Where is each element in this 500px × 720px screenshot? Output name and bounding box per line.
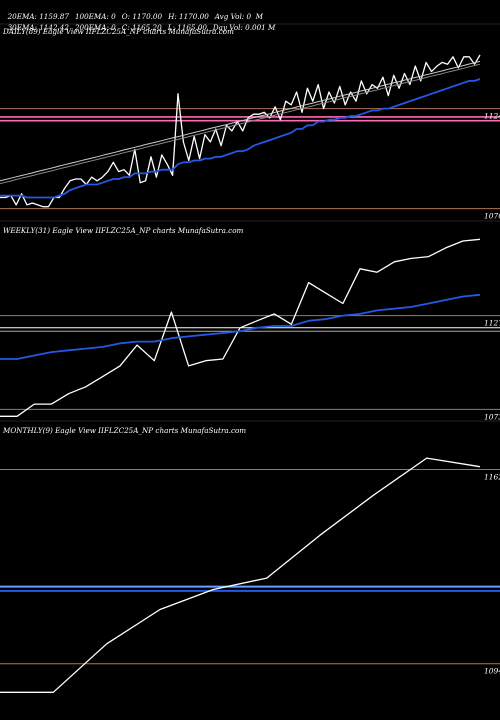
open-label: O: 1170.00	[121, 12, 163, 21]
daily-ytick-label: 1070	[484, 212, 500, 221]
daily-series-3	[0, 63, 481, 185]
weekly-panel: WEEKLY(31) Eagle View IIFLZC25A_NP chart…	[0, 220, 500, 421]
daily-ytick-label: 1124	[484, 112, 500, 121]
header-row-1: 20EMA: 1159.87 100EMA: 0 O: 1170.00 H: 1170…	[3, 3, 269, 21]
ema100-label: 100EMA: 0	[74, 12, 116, 21]
ema20-label: 20EMA: 1159.87	[7, 12, 69, 21]
weekly-ytick-label: 1073	[484, 412, 500, 421]
avg-vol-label: Avg Vol: 0 M	[214, 12, 263, 21]
low-label: L: 1165.00	[167, 23, 207, 32]
ema30-label: 30EMA: 1142.42	[7, 23, 69, 32]
high-label: H: 1170.00	[168, 12, 209, 21]
header-row-2: 30EMA: 1142.42 200EMA: 0 C: 1165.20 L: 1165…	[3, 14, 281, 32]
monthly-panel: MONTHLY(9) Eagle View IIFLZC25A_NP chart…	[0, 420, 500, 693]
daily-series-1	[0, 78, 481, 199]
daily-panel: DAILY(89) Eagle View IIFLZC25A_NP charts…	[0, 23, 500, 221]
weekly-series-1	[0, 293, 481, 360]
close-label: C: 1165.20	[121, 23, 162, 32]
daily-series-2	[0, 60, 481, 182]
ema200-label: 200EMA: 0	[74, 23, 116, 32]
monthly-ytick-label: 1162	[484, 473, 500, 482]
monthly-ytick-label: 1094	[484, 667, 500, 676]
weekly-series-0	[0, 238, 481, 417]
daily-title: DAILY(89) Eagle View IIFLZC25A_NP charts…	[2, 27, 234, 36]
monthly-series-0	[0, 457, 481, 693]
weekly-title: WEEKLY(31) Eagle View IIFLZC25A_NP chart…	[3, 226, 244, 235]
monthly-title: MONTHLY(9) Eagle View IIFLZC25A_NP chart…	[2, 426, 246, 435]
day-vol-label: Day Vol: 0.001 M	[212, 23, 276, 32]
weekly-ytick-label: 1127	[484, 319, 500, 328]
daily-series-0	[0, 54, 481, 208]
